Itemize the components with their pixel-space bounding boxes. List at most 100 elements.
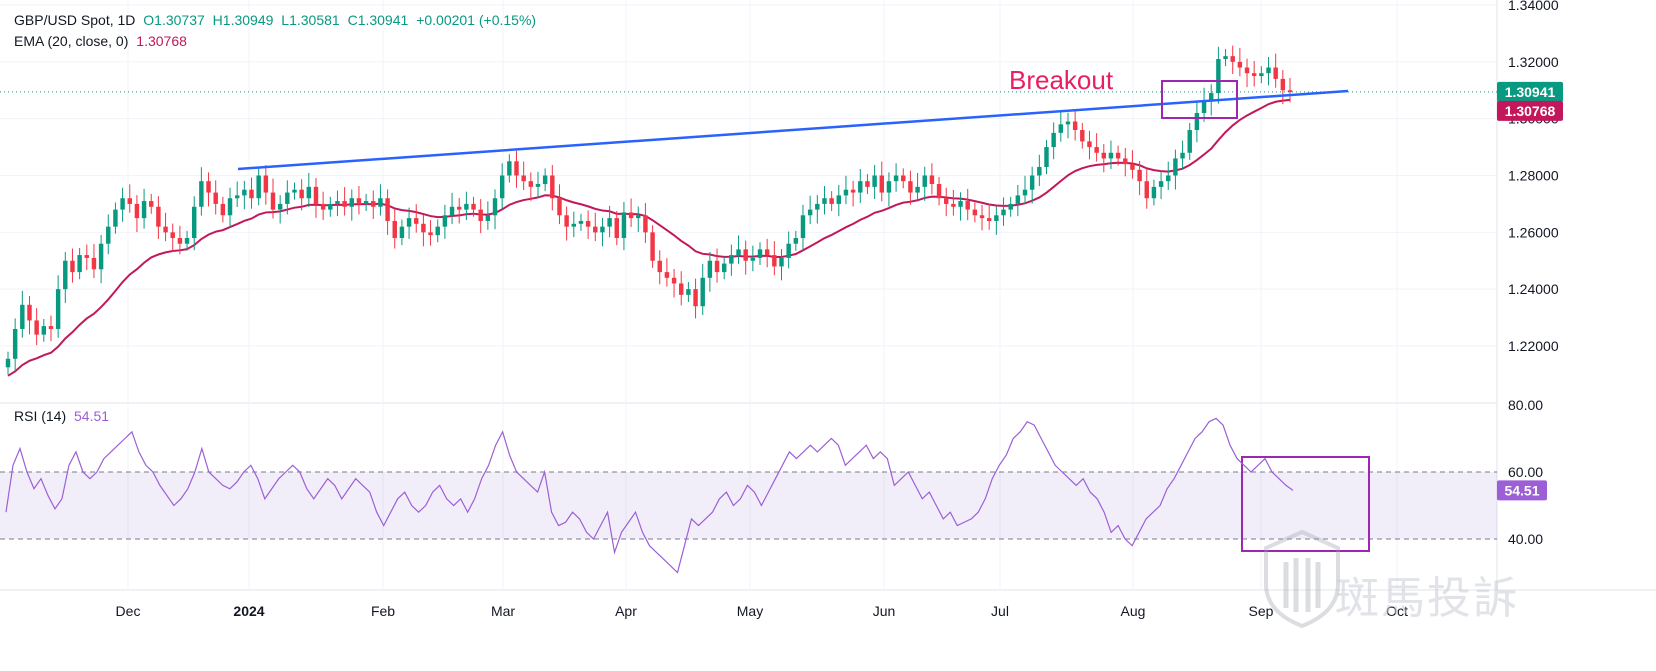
time-tick-label: Sep: [1249, 603, 1274, 619]
candle-body: [679, 283, 684, 295]
candle-body: [442, 215, 448, 227]
rsi-tick-label: 60.00: [1508, 464, 1543, 480]
candle-body: [1044, 147, 1049, 167]
ema-label[interactable]: EMA (20, close, 0): [14, 33, 129, 49]
candle-body: [1280, 78, 1286, 91]
candle-body: [693, 289, 698, 307]
candle-body: [514, 161, 519, 176]
candle-body: [356, 198, 362, 204]
low-value: L1.30581: [281, 12, 340, 28]
rsi-line: [5, 417, 1294, 574]
time-tick-label: Jun: [873, 603, 896, 619]
candle-body: [793, 238, 799, 244]
candle-body: [571, 223, 577, 227]
candle-body: [277, 203, 283, 210]
price-tick-label: 1.28000: [1508, 168, 1559, 184]
candle-body: [707, 260, 713, 278]
candle-body: [636, 215, 641, 219]
candle-body: [528, 181, 534, 187]
candle-body: [772, 255, 777, 267]
candle-body: [98, 243, 104, 270]
candle-body: [786, 243, 791, 258]
candle-body: [414, 218, 419, 224]
rsi-value-badge: [1497, 480, 1547, 501]
candle-body: [944, 198, 949, 204]
watermark-text: 斑馬投訴: [1335, 573, 1519, 624]
candle-body: [141, 201, 147, 219]
candle-body: [1115, 152, 1121, 159]
candle-body: [908, 181, 913, 193]
candle-body: [406, 218, 412, 227]
candle-body: [750, 257, 756, 261]
price-tick-label: 1.24000: [1508, 281, 1559, 297]
rsi-tick-label: 40.00: [1508, 531, 1543, 547]
candle-body: [1094, 147, 1099, 153]
candle-body: [600, 226, 605, 233]
candle-body: [822, 198, 827, 204]
candle-body: [371, 201, 376, 207]
candle-body: [743, 249, 748, 261]
candle-body: [1108, 152, 1114, 159]
time-tick-label: Jul: [991, 603, 1009, 619]
candle-body: [485, 215, 491, 221]
time-tick-label: Aug: [1121, 603, 1146, 619]
high-value: H1.30949: [212, 12, 274, 28]
time-tick-label: Feb: [371, 603, 395, 619]
time-tick-label: May: [737, 603, 763, 619]
candle-body: [177, 238, 183, 244]
candle-body: [249, 189, 254, 199]
price-legend: GBP/USD Spot, 1D O1.30737 H1.30949 L1.30…: [14, 12, 540, 28]
candle-body: [1244, 67, 1250, 74]
candle-body: [55, 289, 61, 329]
candle-body: [292, 189, 297, 193]
candle-body: [564, 215, 569, 227]
candle-body: [170, 232, 175, 239]
candle-body: [91, 257, 97, 270]
candle-body: [1237, 61, 1243, 68]
candle-body: [1180, 152, 1185, 159]
grid-lines: [0, 0, 1656, 591]
candle-body: [191, 206, 197, 239]
candle-body: [1259, 73, 1264, 77]
candle-body: [829, 198, 834, 204]
candle-body: [972, 209, 978, 216]
candle-body: [299, 189, 304, 199]
time-tick-label: 2024: [233, 603, 264, 619]
candle-body: [227, 198, 233, 216]
candle-body: [1173, 158, 1178, 176]
candle-body: [1166, 175, 1171, 182]
candle-body: [399, 226, 405, 239]
candle-body: [263, 175, 269, 193]
candle-body: [48, 326, 54, 329]
symbol-label[interactable]: GBP/USD Spot, 1D: [14, 12, 136, 28]
candle-body: [149, 201, 154, 207]
candle-body: [535, 184, 541, 187]
candle-body: [41, 326, 47, 335]
candle-body: [77, 255, 82, 273]
price-tick-label: 1.34000: [1508, 0, 1559, 13]
time-tick-label: Apr: [615, 603, 637, 619]
candle-body: [1201, 101, 1207, 113]
ema-value: 1.30768: [136, 33, 187, 49]
candle-body: [1273, 67, 1278, 79]
candle-body: [1208, 93, 1214, 102]
candle-body: [499, 175, 505, 199]
candle-body: [34, 320, 39, 335]
time-tick-label: Dec: [116, 603, 141, 619]
candle-body: [213, 192, 218, 204]
candle-body: [557, 198, 562, 216]
candle-body: [349, 198, 354, 207]
time-tick-label: Mar: [491, 603, 515, 619]
candle-body: [1008, 203, 1013, 210]
rsi-label[interactable]: RSI (14): [14, 408, 67, 424]
candle-body: [120, 198, 125, 210]
candle-body: [464, 203, 469, 210]
candle-body: [951, 203, 956, 207]
candle-body: [915, 186, 920, 193]
candle-body: [63, 260, 68, 290]
candle-body: [578, 220, 584, 224]
rsi-tick-label: 80.00: [1508, 397, 1543, 413]
ema-price-label: 1.30768: [1505, 103, 1556, 119]
candle-body: [285, 192, 290, 204]
candle-body: [893, 175, 899, 182]
